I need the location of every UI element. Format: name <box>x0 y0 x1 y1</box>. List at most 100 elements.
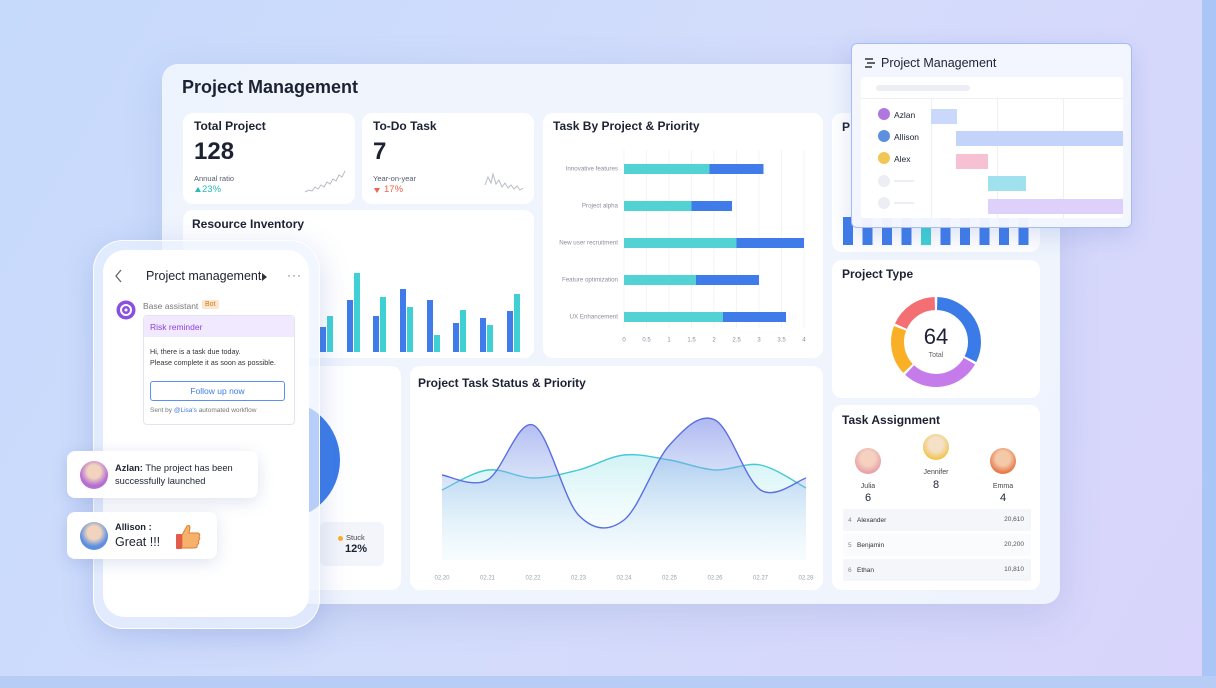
table-row <box>843 559 1031 581</box>
stat-card: To-Do Task 7 Year-on-year 17% <box>362 113 534 204</box>
x-tick-label: 2 <box>712 338 716 344</box>
y-tick-label: UX Enhancement <box>570 314 619 321</box>
x-tick-label: 02.25 <box>662 576 678 582</box>
task-assignment-card: Task Assignment Julia 6 Jennifer 8 Emma … <box>832 405 1040 590</box>
bar <box>979 217 990 245</box>
bar <box>400 289 406 352</box>
bar <box>407 307 413 352</box>
up-arrow <box>195 187 201 192</box>
bar <box>507 311 513 352</box>
bar-segment <box>624 275 696 285</box>
stat-title: To-Do Task <box>373 119 437 133</box>
status-label: Stuck <box>346 533 365 542</box>
donut-segment <box>894 297 936 330</box>
phone-screen: Project management ··· Base assistant Bo… <box>103 250 309 617</box>
gantt-title: Project Management <box>881 56 997 70</box>
stat-change: 17% <box>384 184 404 195</box>
bar <box>320 327 326 352</box>
bar <box>373 316 379 352</box>
donut-total: 64 <box>924 324 948 349</box>
stat-card: Total Project 128 Annual ratio 23% <box>183 113 355 204</box>
x-tick-label: 02.23 <box>571 576 587 582</box>
chat-bubble: Azlan: The project has been successfully… <box>67 451 258 498</box>
bar <box>514 294 520 352</box>
table-row <box>843 509 1031 531</box>
gantt-icon <box>865 58 875 68</box>
x-tick-label: 1 <box>667 338 671 344</box>
placeholder <box>878 197 890 209</box>
status-tile <box>320 522 384 566</box>
row-rank: 4 <box>848 517 852 524</box>
donut-segment <box>891 326 913 373</box>
sparkline-path <box>304 170 346 193</box>
reminder-card: Risk reminder Hi, there is a task due to… <box>143 315 295 425</box>
divider <box>997 98 998 218</box>
bar <box>354 273 360 352</box>
x-tick-label: 0 <box>622 338 626 344</box>
x-tick-label: 02.22 <box>525 576 541 582</box>
bar-segment <box>624 164 710 174</box>
bar <box>453 323 459 352</box>
avatar <box>990 448 1016 474</box>
stat-change: 23% <box>202 184 222 195</box>
person-count: 4 <box>999 492 1007 504</box>
gantt-window: Project Management Azlan Allison Alex <box>851 43 1132 228</box>
bar <box>327 316 333 352</box>
x-tick-label: 02.24 <box>616 576 632 582</box>
more-button[interactable]: ··· <box>287 268 302 282</box>
bar-segment <box>624 201 692 211</box>
table-row <box>843 534 1031 556</box>
row-rank: 5 <box>848 542 852 549</box>
bar <box>380 297 386 352</box>
back-button[interactable] <box>113 268 125 284</box>
donut-segment <box>936 297 981 363</box>
avatar <box>878 130 890 142</box>
row-value: 20,200 <box>1004 541 1024 548</box>
chat-name: Azlan: <box>115 463 143 473</box>
card-title: Task By Project & Priority <box>553 119 700 133</box>
x-tick-label: 02.26 <box>707 576 723 582</box>
edge-strip <box>1202 0 1216 688</box>
reminder-header <box>144 316 294 337</box>
gantt-person: Alex <box>894 154 911 164</box>
sender-name: Base assistant <box>143 301 199 311</box>
down-arrow <box>374 188 380 193</box>
bar <box>940 217 951 245</box>
gantt-person: Allison <box>894 132 920 142</box>
sparkline-path <box>484 172 524 191</box>
bar <box>1018 217 1029 245</box>
line <box>441 417 807 529</box>
placeholder <box>876 85 970 91</box>
avatar <box>878 152 890 164</box>
person-name: Emma <box>992 483 1014 490</box>
area <box>442 418 806 560</box>
bar-segment <box>709 164 764 174</box>
follow-up-button[interactable]: Follow up now <box>150 381 285 401</box>
row-value: 20,610 <box>1004 516 1024 523</box>
bar <box>480 318 486 352</box>
status-dot <box>338 536 343 541</box>
stat-note: Year-on-year <box>373 174 417 183</box>
bar-segment <box>736 238 804 248</box>
footer-text: Sent by <box>150 407 173 414</box>
bar <box>427 300 433 352</box>
dashboard-title: Project Management <box>182 77 359 97</box>
gantt-bar <box>988 199 1123 214</box>
gantt-bar <box>931 109 957 124</box>
title-caret <box>262 273 267 281</box>
bar <box>960 217 970 245</box>
bot-tag: Bot <box>202 300 219 309</box>
divider <box>931 98 932 218</box>
row-value: 10,810 <box>1004 566 1024 573</box>
avatar <box>80 461 108 489</box>
y-tick-label: Innovative features <box>566 166 618 173</box>
x-tick-label: 1.5 <box>687 338 696 344</box>
y-tick-label: New user recruitment <box>559 240 618 247</box>
stat-value: 128 <box>194 138 235 165</box>
x-tick-label: 3.5 <box>777 338 786 344</box>
x-tick-label: 02.21 <box>480 576 496 582</box>
y-tick-label: Feature optimization <box>562 277 619 284</box>
